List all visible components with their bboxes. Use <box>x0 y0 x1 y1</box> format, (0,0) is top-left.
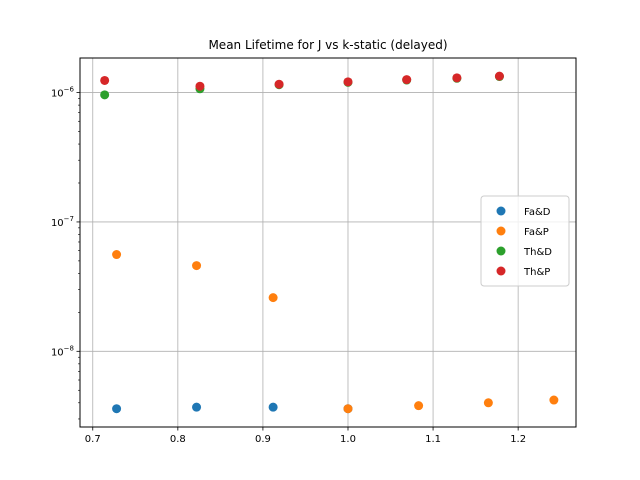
point-fa-d <box>268 402 278 412</box>
y-tick-label: 10−7 <box>51 215 74 229</box>
x-axis: 0.7 0.8 0.9 1.0 1.1 1.2 <box>85 427 526 445</box>
y-axis: 10−8 10−7 10−6 <box>51 86 80 420</box>
point-fa-p <box>268 293 278 303</box>
y-tick-label: 10−8 <box>51 344 74 358</box>
point-fa-p <box>549 395 559 405</box>
legend-marker <box>496 206 506 216</box>
point-th-p <box>100 75 110 85</box>
legend-marker <box>496 246 506 256</box>
x-tick-label: 1.1 <box>425 434 441 445</box>
point-th-p <box>494 71 504 81</box>
x-tick-label: 0.7 <box>85 434 101 445</box>
x-tick-label: 0.8 <box>170 434 186 445</box>
point-fa-p <box>343 404 353 414</box>
point-fa-p <box>414 401 424 411</box>
legend-label: Fa&P <box>524 227 549 238</box>
point-fa-p <box>192 261 202 271</box>
point-th-p <box>274 79 284 89</box>
legend-label: Fa&D <box>524 207 551 218</box>
x-tick-label: 1.0 <box>340 434 356 445</box>
point-fa-d <box>192 402 202 412</box>
data-points <box>100 71 559 414</box>
legend: Fa&D Fa&P Th&D Th&P <box>480 195 570 287</box>
point-th-p <box>343 77 353 87</box>
chart-title: Mean Lifetime for J vs k-static (delayed… <box>208 38 447 52</box>
point-th-p <box>452 73 462 83</box>
plot-frame <box>79 57 577 428</box>
point-fa-p <box>483 398 493 408</box>
x-tick-label: 0.9 <box>255 434 271 445</box>
legend-marker <box>496 226 506 236</box>
legend-marker <box>496 266 506 276</box>
y-tick-label: 10−6 <box>51 86 75 100</box>
point-fa-d <box>112 404 122 414</box>
point-fa-p <box>112 250 122 260</box>
x-tick-label: 1.2 <box>510 434 526 445</box>
legend-label: Th&D <box>523 247 552 258</box>
legend-box <box>480 195 570 287</box>
point-th-p <box>195 81 205 91</box>
point-th-p <box>402 75 412 85</box>
legend-label: Th&P <box>523 267 550 278</box>
point-th-d <box>100 90 110 100</box>
